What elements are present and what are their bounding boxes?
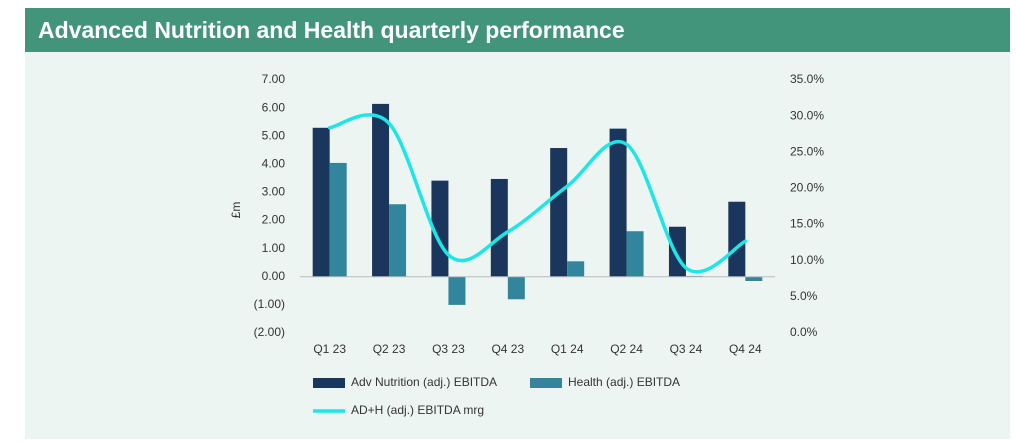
y-tick-label: 3.00 [262, 185, 286, 199]
bar [329, 162, 347, 277]
x-tick-label: Q2 23 [373, 342, 406, 356]
chart-title: Advanced Nutrition and Health quarterly … [38, 17, 625, 43]
bar [626, 231, 644, 277]
x-tick-label: Q1 23 [313, 342, 346, 356]
y-tick-label: 5.00 [262, 128, 286, 142]
bar [609, 128, 627, 277]
y-axis-label: £m [229, 202, 243, 219]
y-tick-label: (1.00) [254, 297, 285, 311]
y2-tick-label: 35.0% [790, 72, 824, 86]
y-tick-label: 2.00 [262, 213, 286, 227]
y-tick-label: 4.00 [262, 157, 286, 171]
x-tick-label: Q3 23 [432, 342, 465, 356]
legend-label: Adv Nutrition (adj.) EBITDA [351, 375, 497, 389]
y2-tick-label: 10.0% [790, 253, 824, 267]
legend-label: AD+H (adj.) EBITDA mrg [351, 403, 484, 417]
bar [372, 103, 390, 277]
x-tick-label: Q4 23 [491, 342, 524, 356]
x-tick-label: Q1 24 [551, 342, 584, 356]
x-tick-label: Q3 24 [670, 342, 703, 356]
y-tick-label: 1.00 [262, 241, 286, 255]
bar [550, 148, 568, 277]
y2-tick-label: 0.0% [790, 325, 818, 339]
y-tick-label: 7.00 [262, 72, 286, 86]
y-tick-label: (2.00) [254, 325, 285, 339]
bar [389, 204, 407, 277]
bar [745, 276, 763, 281]
y2-tick-label: 30.0% [790, 108, 824, 122]
y2-tick-label: 15.0% [790, 217, 824, 231]
legend-label: Health (adj.) EBITDA [568, 375, 680, 389]
x-tick-label: Q2 24 [610, 342, 643, 356]
x-tick-label: Q4 24 [729, 342, 762, 356]
y2-tick-label: 20.0% [790, 181, 824, 195]
chart-background [25, 52, 1010, 439]
header-bar [25, 8, 1010, 52]
legend-swatch [313, 378, 345, 388]
bar [567, 261, 585, 277]
y2-tick-label: 5.0% [790, 289, 818, 303]
bar [312, 127, 330, 277]
bar [490, 178, 508, 277]
bar [728, 201, 746, 277]
legend-swatch [530, 378, 562, 388]
y-tick-label: 0.00 [262, 269, 286, 283]
bar [448, 276, 466, 305]
line-series [327, 113, 748, 274]
y-tick-label: 6.00 [262, 100, 286, 114]
y2-tick-label: 25.0% [790, 144, 824, 158]
bar [668, 226, 686, 277]
bar [507, 276, 525, 300]
